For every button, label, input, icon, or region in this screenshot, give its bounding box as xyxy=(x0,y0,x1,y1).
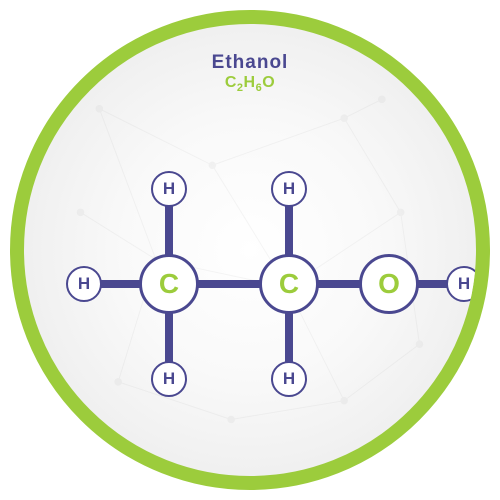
atom-c1: C xyxy=(139,254,199,314)
infographic-container: Ethanol C2H6O CCOHHHHHH xyxy=(10,10,490,490)
atom-o1: O xyxy=(359,254,419,314)
atom-h4: H xyxy=(271,171,307,207)
atom-h2: H xyxy=(66,266,102,302)
atom-h5: H xyxy=(271,361,307,397)
atom-c2: C xyxy=(259,254,319,314)
atom-h3: H xyxy=(151,361,187,397)
compound-name: Ethanol xyxy=(212,52,289,74)
circle-frame: Ethanol C2H6O CCOHHHHHH xyxy=(10,10,490,490)
title-block: Ethanol C2H6O xyxy=(212,52,289,94)
molecular-formula: C2H6O xyxy=(212,74,289,94)
atom-h1: H xyxy=(151,171,187,207)
atom-h6: H xyxy=(446,266,482,302)
